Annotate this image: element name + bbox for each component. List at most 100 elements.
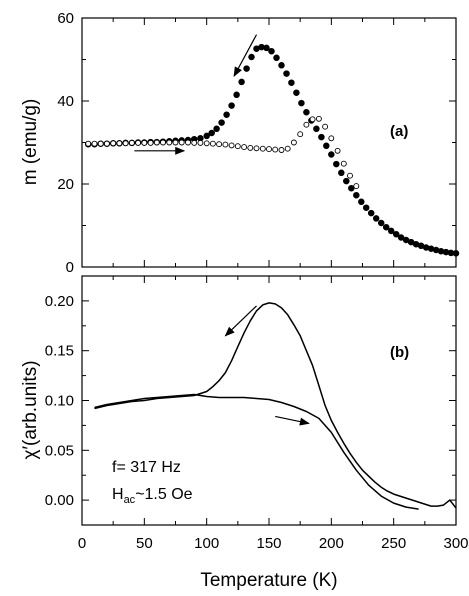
data-point-open (303, 121, 310, 128)
panel-a-ticks (81, 17, 457, 268)
data-point-open (185, 139, 191, 146)
series-open-circles (85, 115, 360, 190)
panel-b: 0.000.050.100.150.20 0 50 100 150 200 250 300 … (20, 275, 469, 591)
y-tick-label: 60 (57, 10, 74, 27)
panel-a-series (84, 43, 460, 257)
data-point-open (97, 140, 104, 147)
frequency-note: f= 317 Hz (112, 459, 181, 476)
data-point-open (272, 146, 279, 153)
data-point-open (110, 140, 117, 147)
data-point-open (297, 131, 304, 138)
panel-a-y-tick-labels: 0 20 40 60 (57, 10, 74, 276)
data-point-filled (288, 79, 295, 86)
panel-a-label: (a) (390, 123, 408, 140)
x-tick-label: 150 (256, 535, 281, 552)
panel-a: 0 20 40 60 (a) m (emu/g) (20, 10, 460, 276)
field-note-rest: ~1.5 Oe (135, 486, 192, 503)
data-point-open (334, 147, 341, 154)
data-point-open (253, 145, 260, 152)
y-tick-label: 0.00 (45, 492, 74, 509)
data-point-filled (338, 169, 345, 177)
data-point-open (172, 139, 179, 146)
data-point-open (116, 140, 123, 147)
y-tick-label: 20 (57, 176, 74, 193)
y-tick-label: 0 (66, 259, 74, 276)
data-point-filled (223, 111, 230, 118)
data-point-filled (387, 227, 395, 235)
data-point-open (216, 141, 223, 148)
data-point-open (284, 145, 291, 152)
data-point-filled (283, 70, 290, 77)
x-tick-label: 300 (443, 535, 468, 552)
data-point-filled (328, 151, 335, 158)
data-point-open (340, 160, 347, 167)
data-point-filled (293, 89, 300, 96)
data-point-filled (213, 125, 220, 133)
data-point-open (222, 141, 229, 148)
data-point-filled (367, 209, 375, 217)
data-point-open (241, 144, 248, 151)
data-point-open (234, 143, 241, 150)
panel-b-y-axis-title: χ′(arb.units) (20, 360, 41, 459)
data-point-filled (298, 99, 305, 107)
data-point-open (203, 140, 210, 147)
data-point-open (85, 140, 92, 147)
data-point-filled (343, 177, 350, 185)
data-point-open (278, 147, 285, 153)
data-point-open (160, 139, 166, 146)
data-point-filled (313, 125, 320, 133)
data-point-filled (362, 204, 370, 211)
data-point-open (315, 115, 322, 122)
data-point-filled (268, 47, 275, 55)
arrow-annotation (224, 305, 257, 337)
data-point-filled (238, 78, 245, 86)
y-tick-label: 0.10 (45, 393, 74, 410)
data-point-open (259, 145, 266, 152)
data-point-open (322, 123, 329, 130)
data-point-filled (397, 234, 405, 241)
data-point-filled (452, 250, 460, 257)
panel-b-annotations (224, 305, 310, 426)
panel-b-x-tick-labels: 0 50 100 150 200 250 300 (78, 535, 469, 552)
series-warming-line (94, 393, 419, 510)
y-tick-label: 40 (57, 93, 74, 110)
arrow-annotation (275, 415, 310, 426)
data-point-filled (273, 54, 280, 62)
data-point-filled (233, 91, 240, 99)
data-point-open (178, 139, 185, 146)
data-point-filled (348, 184, 355, 192)
y-tick-label: 0.20 (45, 293, 74, 310)
panel-b-label: (b) (390, 344, 409, 361)
panel-a-y-axis-title: m (emu/g) (20, 99, 41, 186)
data-point-open (266, 146, 272, 153)
data-point-open (209, 140, 216, 147)
data-point-filled (263, 44, 270, 52)
data-point-filled (208, 129, 215, 137)
data-point-filled (248, 53, 255, 61)
field-note-sub: ac (124, 494, 136, 506)
data-point-open (153, 139, 160, 146)
x-axis-title: Temperature (K) (200, 570, 337, 591)
y-tick-label: 0.15 (45, 343, 74, 360)
panel-b-ticks (81, 275, 457, 526)
data-point-filled (323, 142, 330, 150)
panel-b-y-tick-labels: 0.00 0.05 0.10 0.15 0.20 (45, 293, 74, 509)
data-point-filled (372, 215, 380, 222)
data-point-open (328, 135, 335, 142)
data-point-open (247, 144, 254, 151)
y-tick-label: 0.05 (45, 442, 74, 459)
data-point-filled (392, 230, 400, 238)
data-point-open (147, 139, 154, 146)
data-point-filled (358, 198, 365, 206)
data-point-open (347, 172, 353, 179)
x-tick-label: 100 (194, 535, 219, 552)
data-point-filled (382, 223, 390, 231)
panel-b-series (94, 302, 457, 510)
field-note-main: H (112, 486, 124, 503)
data-point-open (228, 142, 235, 149)
panel-a-annotations (134, 34, 258, 155)
data-point-filled (218, 119, 225, 126)
data-point-filled (303, 108, 310, 116)
data-point-open (290, 139, 297, 146)
